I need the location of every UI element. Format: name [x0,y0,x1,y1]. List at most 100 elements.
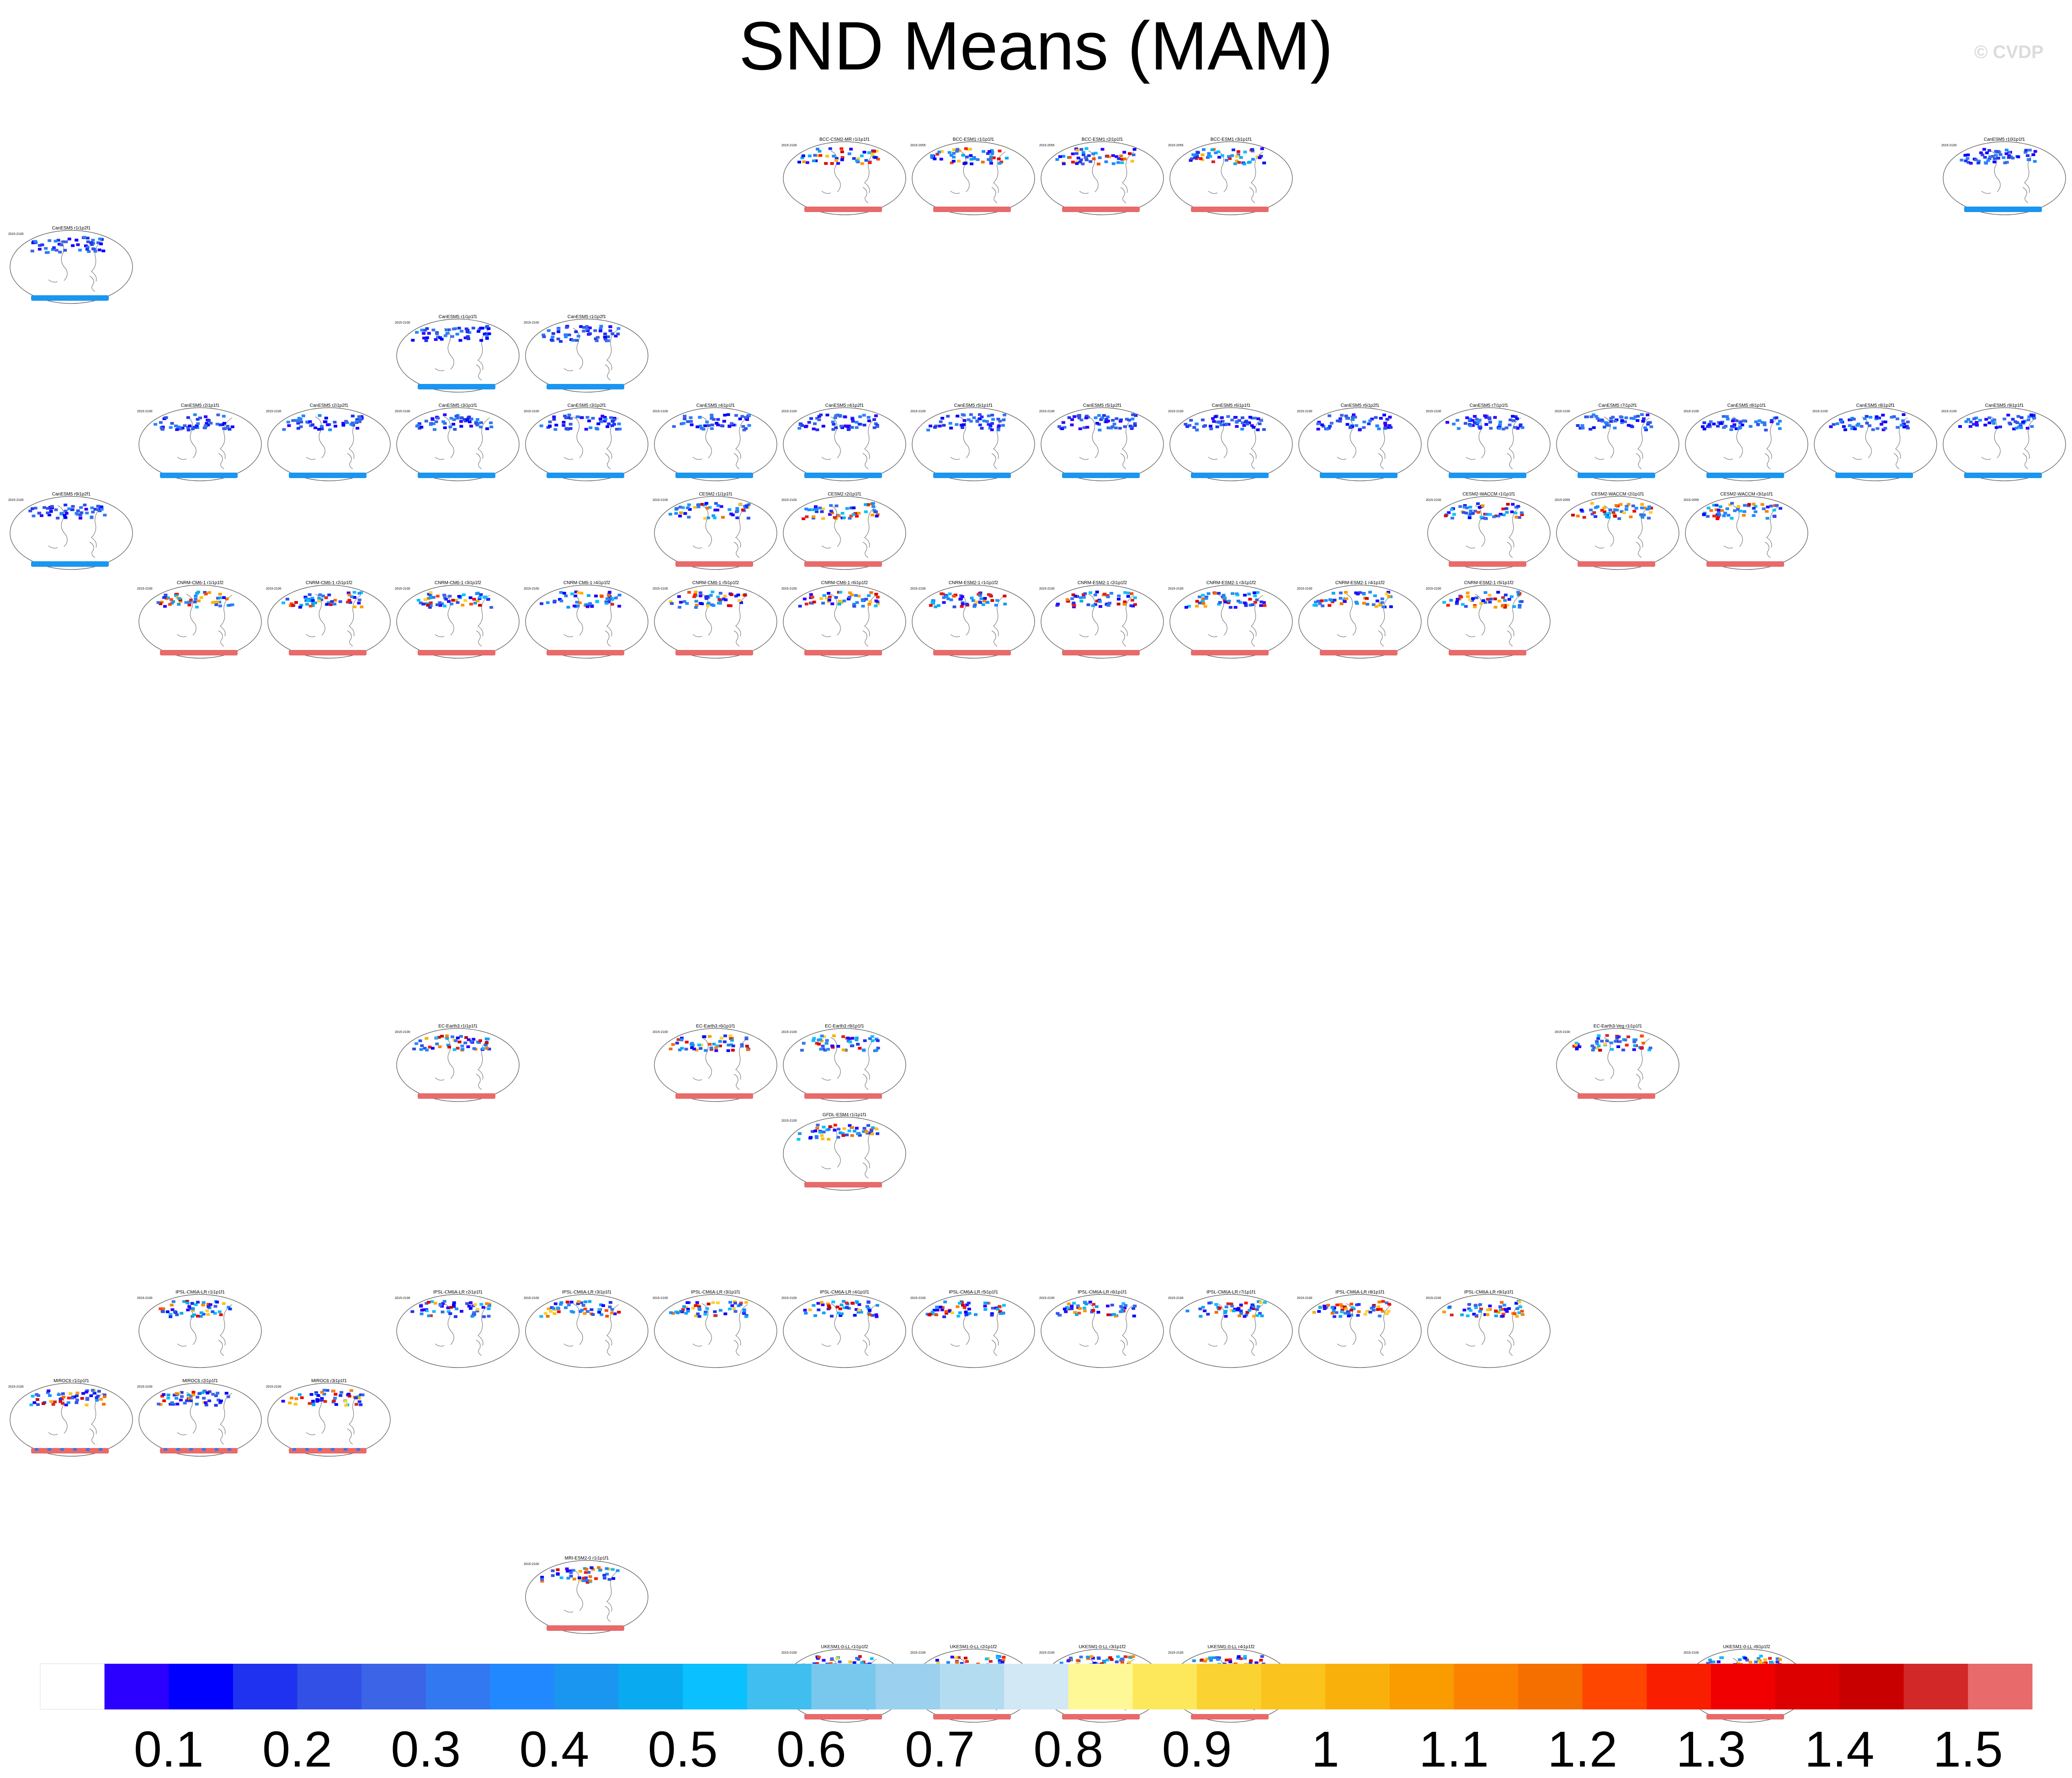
snow-cell [1077,416,1081,420]
colorbar-swatch [1132,1664,1197,1709]
snow-cell [722,420,726,423]
snow-cell [987,150,991,153]
panel-period: 2015-2100 [395,410,410,413]
snow-cell [575,415,579,418]
snow-cell [713,508,717,511]
snow-cell [456,416,460,420]
snow-cell [164,593,168,596]
snow-cell [1476,421,1480,424]
snow-cell [307,597,311,601]
snow-cell [1481,504,1485,507]
snow-cell [193,426,197,429]
snow-cell [813,422,817,426]
snow-cell [454,415,458,418]
snow-cell [1476,502,1480,506]
snow-cell [163,605,167,608]
snow-cell [1850,427,1854,430]
snow-cell [1133,422,1137,425]
snow-cell [1901,419,1905,422]
snow-cell [1890,415,1894,419]
snow-cell [1111,419,1115,422]
snow-cell [164,416,168,419]
snow-cell [1081,151,1085,154]
snow-cell [579,325,583,328]
snow-cell [1592,511,1596,514]
snow-cell [2009,155,2013,159]
colorbar-swatch [1518,1664,1583,1709]
snow-cell [715,508,719,511]
snow-cell [489,421,493,425]
map-outline [10,230,133,304]
snow-cell [567,413,571,416]
snow-cell [1603,510,1607,513]
snow-cell [700,427,704,430]
snow-cell [1085,426,1089,429]
snow-cell [867,151,871,154]
snow-cell [978,423,982,426]
snow-cell [703,424,707,427]
map-outline [1685,496,1808,570]
snow-cell [1778,420,1782,423]
snow-cell [874,422,878,425]
snow-cell [1992,422,1996,425]
panel-period: 2015-2100 [781,144,797,147]
snow-cell [975,420,979,423]
snow-cell [82,236,86,239]
snow-cell [1084,158,1089,161]
coastlines [1594,416,1650,469]
panel-title: BCC-CSM2-MR r1i1p1f1 [819,137,870,142]
snow-cell [1235,420,1239,423]
snow-cell [195,606,199,609]
snow-cell [615,428,619,431]
snow-cell [710,414,714,417]
snow-cell [708,506,712,509]
snow-cell [719,505,723,508]
snow-cell [1520,513,1524,516]
snow-cell [939,420,943,423]
snow-cell [1602,426,1606,429]
snow-cell [355,421,359,424]
snow-cell [855,421,859,424]
coastlines [1079,150,1135,203]
snow-cell [453,428,457,431]
snow-cell [1475,418,1479,421]
panel-period: 2015-2100 [910,410,926,413]
snow-field-north [1057,413,1138,431]
panel-period: 2015-2100 [1941,144,1957,147]
snow-cell [1716,517,1720,520]
snow-cell [607,422,611,426]
snow-field-north [1958,413,2036,431]
snow-cell [828,147,832,150]
snow-cell [840,156,845,159]
snow-cell [54,508,58,511]
snow-cell [864,510,868,513]
coastlines [563,328,619,381]
snow-cell [1643,506,1647,510]
snow-cell [64,240,68,244]
snow-cell [460,416,464,420]
snow-field-north [282,591,364,609]
snow-cell [1087,154,1091,157]
snow-cell [1232,148,1236,151]
antarctic-band [675,473,753,478]
panel-period: 2015-2100 [1426,499,1441,502]
map-outline [912,407,1035,481]
snow-cell [37,248,42,251]
snow-cell [738,503,743,506]
snow-cell [996,426,1000,429]
snow-cell [957,160,961,163]
snow-cell [821,517,825,520]
map-outline [783,407,906,481]
snow-field-antarctica [804,473,882,478]
snow-cell [1131,413,1135,416]
snow-cell [96,241,100,244]
snow-cell [1520,426,1525,429]
snow-cell [168,603,172,606]
snow-cell [1958,425,1962,428]
snow-cell [93,508,97,511]
snow-cell [562,424,566,427]
